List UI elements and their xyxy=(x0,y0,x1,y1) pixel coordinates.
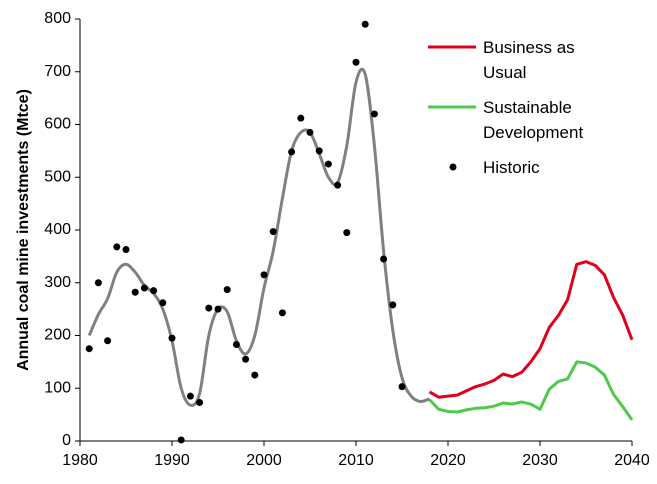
legend-label: Sustainable Development xyxy=(483,97,584,142)
point xyxy=(306,128,314,136)
point xyxy=(186,392,194,400)
x-tick-label: 2010 xyxy=(338,452,374,469)
point xyxy=(122,246,130,254)
point xyxy=(85,345,93,353)
point xyxy=(113,243,121,251)
x-tick-label: 2030 xyxy=(522,452,558,469)
point xyxy=(214,305,222,313)
point xyxy=(150,287,158,295)
x-tick-label: 2000 xyxy=(246,452,282,469)
x-tick-label: 2040 xyxy=(614,452,650,469)
point xyxy=(361,20,369,28)
point xyxy=(223,286,231,294)
point xyxy=(288,148,296,156)
x-tick-label: 1990 xyxy=(154,452,190,469)
legend-label: Historic xyxy=(483,157,540,177)
y-tick-label: 200 xyxy=(44,327,71,344)
series-line xyxy=(428,360,634,421)
point xyxy=(278,309,286,317)
point xyxy=(94,279,102,287)
point xyxy=(334,181,342,189)
point xyxy=(168,334,176,342)
point xyxy=(140,284,148,292)
point xyxy=(260,271,268,279)
point xyxy=(380,255,388,263)
series-line xyxy=(428,260,634,399)
y-tick-label: 300 xyxy=(44,274,71,291)
y-tick-label: 0 xyxy=(62,432,71,449)
legend-entry: Historic xyxy=(483,157,540,177)
point xyxy=(232,340,240,348)
point xyxy=(196,398,204,406)
y-axis-label: Annual coal mine investments (Mtce) xyxy=(15,89,32,371)
point xyxy=(242,355,250,363)
point xyxy=(297,114,305,122)
y-tick-label: 700 xyxy=(44,63,71,80)
x-tick-label: 2020 xyxy=(430,452,466,469)
point xyxy=(251,371,259,379)
y-tick-label: 500 xyxy=(44,168,71,185)
legend-entry: Business as Usual xyxy=(483,37,575,82)
y-tick-label: 100 xyxy=(44,379,71,396)
point xyxy=(269,228,277,236)
point xyxy=(398,383,406,391)
point xyxy=(159,299,167,307)
legend-label: Business as Usual xyxy=(483,37,575,82)
point xyxy=(104,337,112,345)
legend-entry: Sustainable Development xyxy=(483,97,584,142)
x-tick-label: 1980 xyxy=(62,452,98,469)
point xyxy=(177,436,185,444)
point xyxy=(370,110,378,118)
point xyxy=(389,301,397,309)
legend-marker xyxy=(449,163,457,171)
point xyxy=(315,147,323,155)
point xyxy=(131,288,139,296)
y-tick-label: 800 xyxy=(44,10,71,27)
point xyxy=(343,229,351,237)
trend-line xyxy=(87,67,431,407)
point xyxy=(352,58,360,66)
point xyxy=(324,160,332,168)
y-tick-label: 600 xyxy=(44,116,71,133)
y-tick-label: 400 xyxy=(44,221,71,238)
point xyxy=(205,304,213,312)
